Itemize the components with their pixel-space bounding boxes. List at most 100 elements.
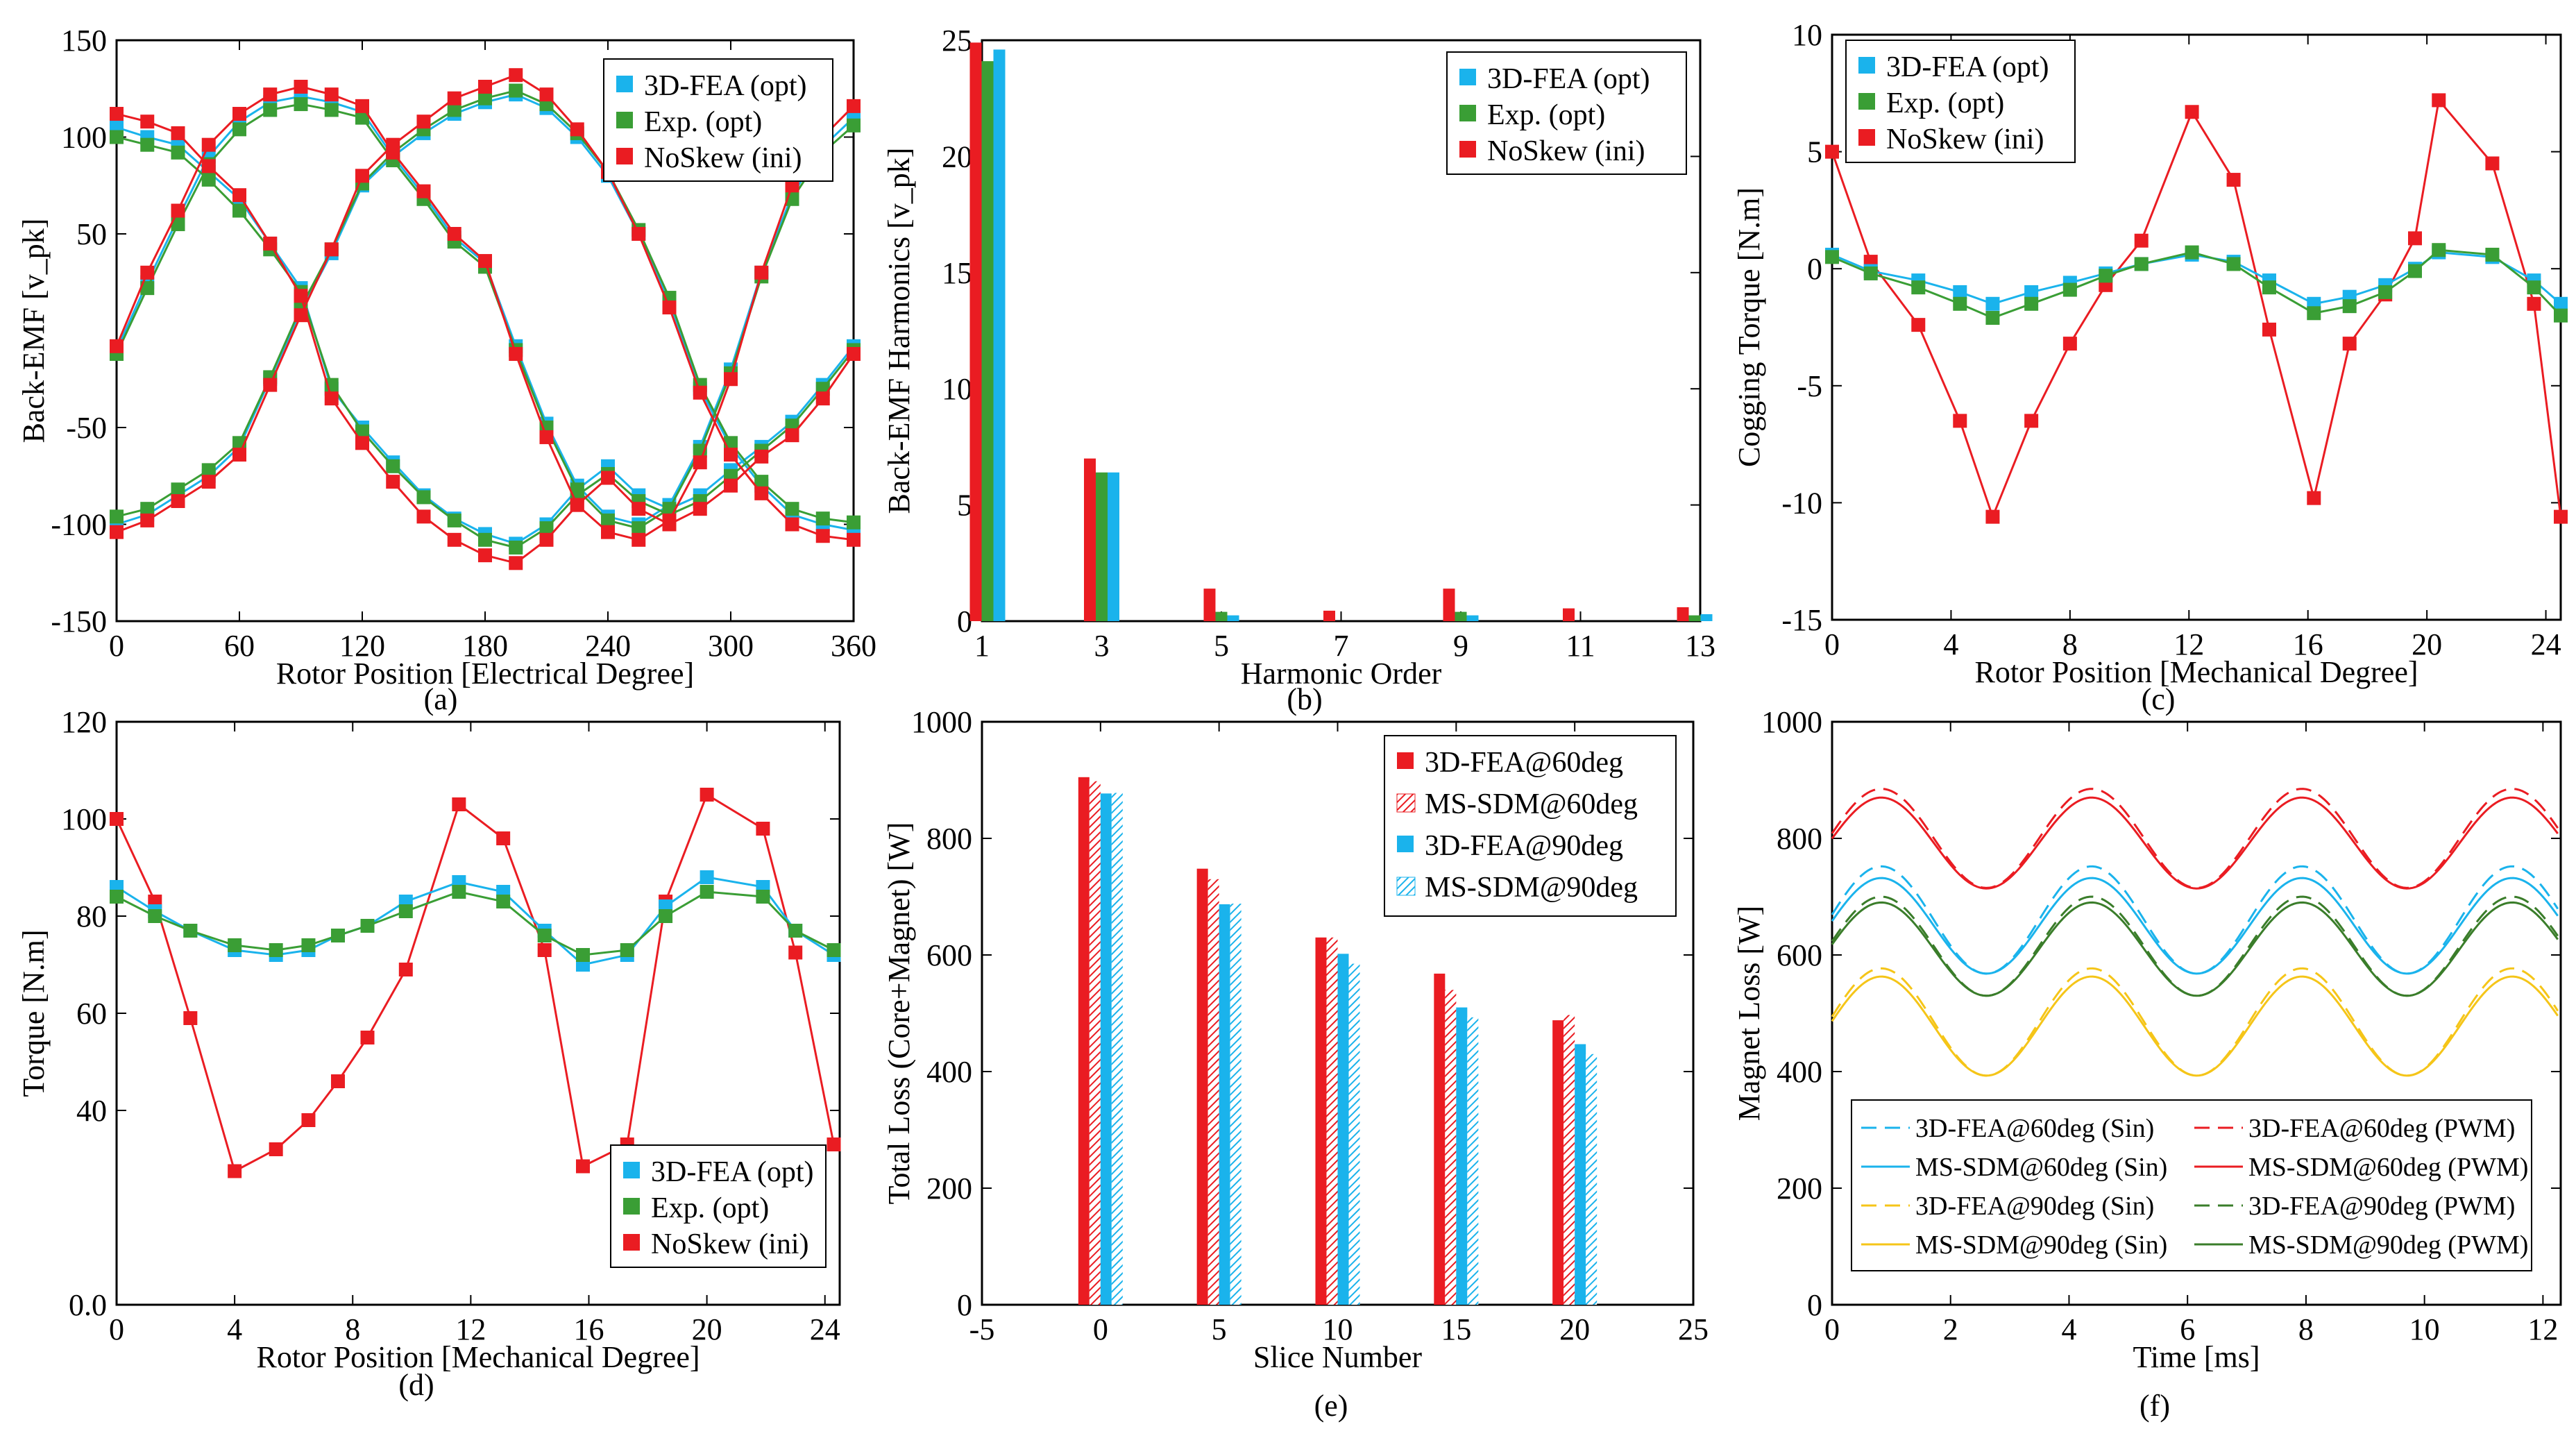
data-point — [478, 254, 492, 269]
y-tick-label: 40 — [76, 1094, 107, 1128]
bar — [1443, 589, 1455, 621]
data-point — [601, 513, 615, 527]
data-point — [201, 172, 216, 187]
data-point — [416, 490, 431, 505]
x-axis-label: Rotor Position [Mechanical Degree] — [1974, 655, 2418, 689]
data-point — [785, 428, 799, 443]
data-point — [847, 118, 861, 133]
x-axis-label: Rotor Position [Mechanical Degree] — [256, 1340, 700, 1374]
data-point — [2485, 247, 2500, 262]
data-point — [355, 99, 369, 113]
x-tick-label: 15 — [1441, 1312, 1471, 1346]
data-point — [847, 346, 861, 361]
x-tick-label: 0 — [1824, 1312, 1840, 1346]
x-tick-label: 60 — [224, 629, 255, 663]
data-point — [201, 463, 216, 477]
x-tick-label: 8 — [2298, 1312, 2314, 1346]
y-tick-label: 0 — [1807, 252, 1822, 286]
data-point — [575, 1159, 590, 1174]
bar — [1111, 793, 1123, 1305]
data-point — [386, 475, 400, 489]
series-line — [1831, 97, 2562, 520]
x-tick-label: 0 — [109, 629, 124, 663]
data-point — [2185, 105, 2199, 119]
data-point — [509, 556, 523, 570]
bar — [1586, 1054, 1598, 1305]
data-point — [263, 103, 278, 117]
x-tick-label: 5 — [1214, 629, 1229, 663]
y-tick-label: 0 — [1807, 1288, 1822, 1322]
data-point — [232, 448, 246, 462]
data-point — [815, 529, 830, 543]
bar — [1455, 611, 1467, 621]
x-tick-label: 11 — [1566, 629, 1595, 663]
series-line — [1831, 788, 2559, 889]
data-point — [478, 79, 492, 94]
data-point — [360, 919, 375, 933]
data-point — [140, 265, 155, 280]
data-point — [478, 548, 492, 563]
data-point — [827, 1137, 841, 1151]
data-point — [537, 929, 552, 942]
data-point — [355, 110, 369, 125]
y-tick-label: 5 — [957, 489, 972, 523]
x-tick-label: 2 — [1943, 1312, 1958, 1346]
data-point — [2485, 156, 2500, 171]
series-line — [1831, 975, 2559, 1077]
data-point — [788, 924, 803, 938]
legend-entry: NoSkew (ini) — [644, 142, 802, 174]
x-tick-label: 1 — [974, 629, 990, 663]
data-point — [447, 532, 461, 547]
series-line — [1831, 796, 2559, 890]
x-tick-label: 20 — [1559, 1312, 1590, 1346]
data-point — [355, 436, 369, 450]
legend-entry: MS-SDM@90deg (Sin) — [1915, 1230, 2167, 1260]
legend-marker — [1858, 129, 1875, 146]
x-tick-label: 16 — [2293, 627, 2323, 661]
data-point — [1985, 311, 2000, 325]
x-axis-label: Harmonic Order — [1241, 657, 1442, 691]
data-point — [201, 475, 216, 489]
data-point — [2262, 280, 2276, 295]
x-tick-label: 240 — [585, 629, 631, 663]
data-point — [171, 482, 185, 497]
data-point — [1911, 280, 1926, 295]
data-point — [539, 532, 554, 547]
panel-a: -150 -100 -50 50 100 150 0 60 120 180 240 300 360 Rot… — [17, 24, 876, 716]
x-tick-label: 12 — [2174, 627, 2204, 661]
data-point — [1863, 266, 1878, 280]
series-line — [1831, 967, 2559, 1077]
legend-marker — [1396, 793, 1416, 813]
data-point — [110, 130, 124, 144]
bar — [1348, 963, 1360, 1305]
x-tick-label: 7 — [1334, 629, 1349, 663]
bar — [1084, 458, 1096, 621]
data-point — [201, 137, 216, 152]
legend-entry: 3D-FEA@90deg (PWM) — [2248, 1192, 2515, 1221]
x-tick-label: 3 — [1094, 629, 1110, 663]
y-tick-label: 600 — [1777, 938, 1822, 972]
bar — [1467, 1017, 1479, 1305]
data-point — [1953, 285, 1967, 299]
data-point — [1985, 509, 2000, 524]
data-point — [398, 904, 413, 918]
x-axis-label: Time [ms] — [2133, 1340, 2260, 1374]
data-point — [447, 91, 461, 105]
legend-box — [603, 58, 833, 182]
y-axis-label: Total Loss (Core+Magnet) [W] — [882, 822, 916, 1205]
legend-entry: NoSkew (ini) — [1487, 135, 1645, 167]
data-point — [1985, 296, 2000, 311]
data-point — [1825, 144, 1839, 159]
data-point — [1953, 414, 1967, 428]
data-point — [754, 475, 769, 489]
data-point — [447, 513, 461, 527]
data-point — [2262, 322, 2276, 337]
y-tick-label: 0.0 — [69, 1288, 107, 1322]
legend-entry: MS-SDM@60deg — [1425, 788, 1638, 820]
x-axis-label: Slice Number — [1253, 1340, 1423, 1374]
data-point — [2134, 233, 2149, 248]
data-point — [785, 178, 799, 193]
data-point — [632, 521, 646, 536]
data-point — [1825, 250, 1839, 264]
